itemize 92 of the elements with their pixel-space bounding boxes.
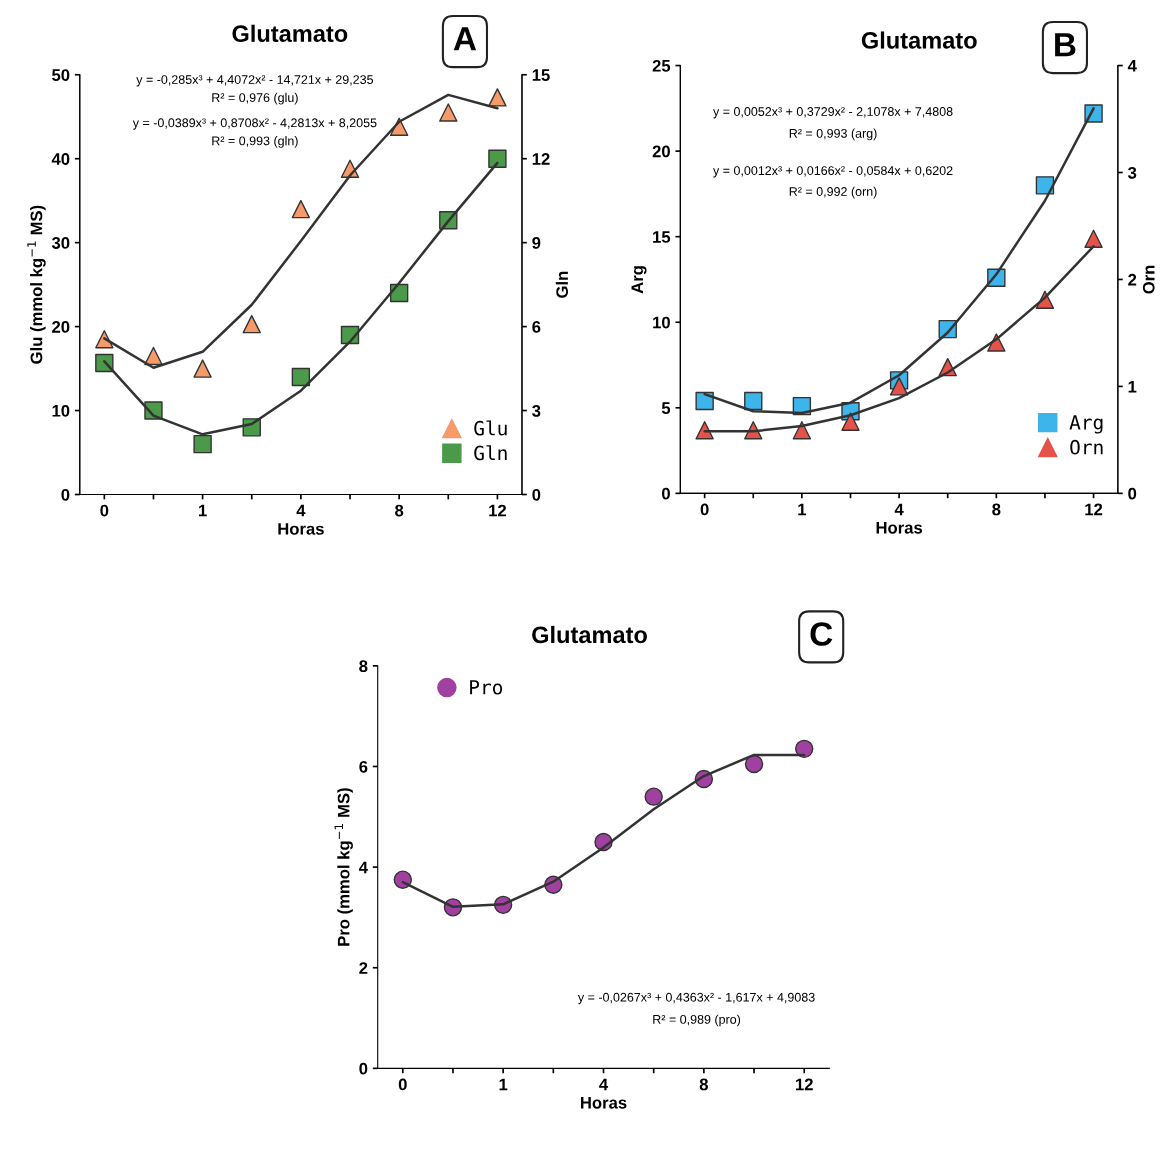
point bbox=[488, 149, 507, 168]
annotation: R² = 0,993 (arg) bbox=[789, 128, 877, 141]
y2-tick-label: 3 bbox=[1127, 166, 1137, 179]
point bbox=[291, 367, 311, 387]
x-tick-label: 12 bbox=[796, 1078, 813, 1091]
x-tick-label: 4 bbox=[599, 1078, 609, 1091]
y2-tick-label: 9 bbox=[532, 237, 541, 249]
y2-tick-label: 15 bbox=[532, 69, 550, 81]
legend-label: Arg bbox=[1069, 415, 1103, 434]
point bbox=[744, 391, 763, 411]
point bbox=[193, 359, 212, 378]
point bbox=[291, 199, 311, 219]
y2-axis-title: Gln bbox=[555, 271, 569, 298]
point bbox=[439, 103, 458, 122]
y2-tick-label: 12 bbox=[532, 153, 550, 165]
x-tick-label: 4 bbox=[296, 504, 306, 517]
x-tick-label: 4 bbox=[894, 503, 904, 516]
y-tick-label: 25 bbox=[652, 59, 671, 72]
point bbox=[695, 391, 714, 411]
annotation: y = 0,0012x³ + 0,0166x² - 0,0584x + 0,6202 bbox=[713, 166, 953, 178]
y-tick-label: 30 bbox=[51, 237, 70, 249]
point bbox=[792, 421, 812, 440]
x-axis-title: Horas bbox=[581, 1097, 627, 1109]
y-tick-label: 8 bbox=[359, 660, 368, 673]
point bbox=[193, 434, 212, 454]
legend-label: Gln bbox=[474, 445, 507, 461]
text: A bbox=[453, 27, 477, 51]
annotation: R² = 0,989 (pro) bbox=[653, 1014, 741, 1027]
y-tick-label: 10 bbox=[653, 316, 670, 329]
y2-axis-title: Orn bbox=[1142, 265, 1155, 294]
point bbox=[393, 870, 412, 889]
annotation: R² = 0,992 (orn) bbox=[789, 186, 877, 199]
point bbox=[795, 739, 814, 759]
point bbox=[242, 314, 261, 334]
text: C bbox=[810, 622, 833, 646]
y-tick-label: 6 bbox=[359, 760, 368, 773]
x-tick-label: 1 bbox=[199, 504, 207, 517]
annotation: R² = 0,993 (gln) bbox=[212, 136, 298, 148]
x-tick-label: 8 bbox=[992, 503, 1001, 516]
x-tick-label: 1 bbox=[798, 503, 807, 516]
y-tick-label: 20 bbox=[52, 321, 70, 333]
y-tick-label: 0 bbox=[359, 1062, 368, 1075]
point bbox=[841, 412, 860, 431]
annotation: y = -0,285x³ + 4,4072x² - 14,721x + 29,235 bbox=[136, 75, 374, 87]
x-tick-label: 12 bbox=[1085, 503, 1103, 516]
y-axis-title: Glu (mmol kg$^{−1}$ MS) bbox=[27, 205, 46, 364]
point bbox=[889, 377, 909, 396]
x-tick-label: 8 bbox=[395, 504, 404, 517]
annotation: y = -0,0389x³ + 0,8708x² - 4,2813x + 8,2055 bbox=[132, 118, 377, 130]
point bbox=[144, 346, 163, 366]
chart-title: Glutamato bbox=[232, 24, 348, 43]
x-tick-label: 0 bbox=[700, 503, 709, 516]
y2-tick-label: 0 bbox=[532, 488, 541, 501]
x-axis-title: Horas bbox=[876, 522, 923, 534]
y-tick-label: 20 bbox=[652, 145, 670, 158]
y-tick-label: 10 bbox=[52, 404, 70, 417]
legend-label: Orn bbox=[1070, 439, 1103, 455]
legend-label: Pro bbox=[470, 680, 503, 695]
x-tick-label: 0 bbox=[398, 1078, 407, 1091]
y-tick-label: 50 bbox=[52, 69, 70, 81]
y-axis-title: Pro (mmol kg$^{−1}$ MS) bbox=[334, 788, 353, 946]
x-tick-label: 12 bbox=[489, 504, 507, 517]
y2-tick-label: 4 bbox=[1127, 60, 1137, 72]
point bbox=[488, 88, 507, 107]
y2-tick-label: 0 bbox=[1128, 487, 1137, 500]
y-tick-label: 15 bbox=[653, 231, 671, 243]
x-tick-label: 8 bbox=[699, 1078, 708, 1091]
point bbox=[1084, 229, 1103, 249]
y2-tick-label: 6 bbox=[532, 321, 541, 333]
y2-tick-label: 3 bbox=[532, 404, 541, 417]
y2-tick-label: 2 bbox=[1128, 273, 1137, 286]
annotation: y = 0,0052x³ + 0,3729x² - 2,1078x + 7,4808 bbox=[713, 107, 953, 119]
y2-tick-label: 1 bbox=[1128, 380, 1137, 393]
point bbox=[644, 787, 663, 806]
text: B bbox=[1055, 33, 1076, 57]
chart-title: Glutamato bbox=[861, 31, 977, 49]
legend-label: Glu bbox=[474, 420, 507, 436]
y-axis-title: Arg bbox=[631, 266, 647, 294]
x-axis-title: Horas bbox=[278, 523, 324, 535]
x-tick-label: 0 bbox=[100, 504, 109, 517]
chart-title: Glutamato bbox=[532, 625, 647, 644]
y-tick-label: 4 bbox=[358, 861, 368, 874]
y-tick-label: 2 bbox=[359, 962, 368, 974]
y-tick-label: 0 bbox=[662, 487, 670, 500]
point bbox=[744, 754, 764, 774]
annotation: y = -0,0267x³ + 0,4363x² - 1,617x + 4,9083 bbox=[577, 992, 815, 1005]
annotation: R² = 0,976 (glu) bbox=[212, 92, 298, 105]
point bbox=[1035, 176, 1055, 195]
x-tick-label: 1 bbox=[499, 1078, 508, 1091]
y-tick-label: 0 bbox=[61, 488, 70, 501]
y-tick-label: 40 bbox=[51, 153, 70, 165]
y-tick-label: 5 bbox=[661, 402, 671, 414]
